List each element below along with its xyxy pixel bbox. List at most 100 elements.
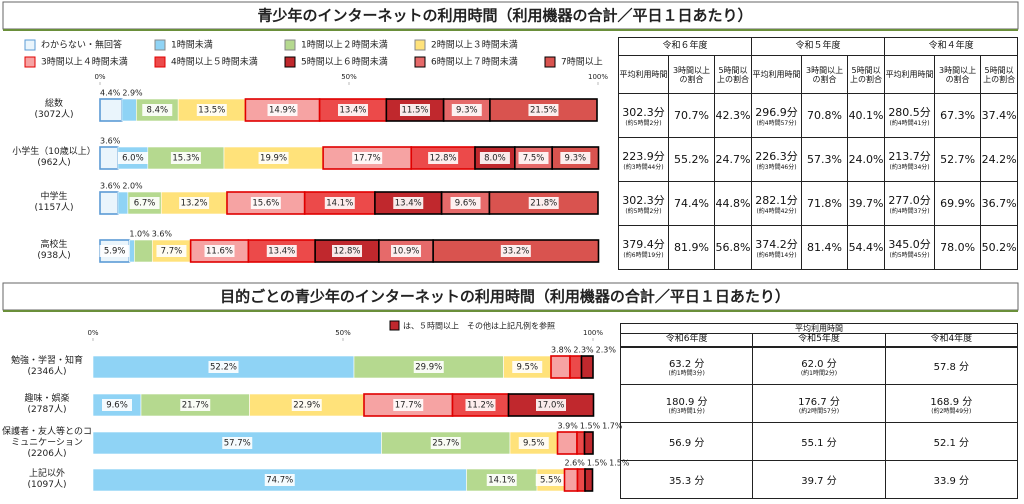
avg-cell: 374.2分 (約6時間14分) — [751, 225, 803, 270]
category-name: 小学生（10歳以上） — [12, 147, 96, 157]
approx-time: (約6時間19分) — [623, 252, 664, 259]
label-backing — [450, 197, 481, 209]
avg-cell: 296.9分 (約4時間57分) — [751, 93, 803, 138]
legend-swatch — [284, 39, 296, 51]
pct-cell: 70.8% — [801, 93, 849, 138]
bar-segment — [99, 191, 119, 215]
category-label: 趣味・娯楽 (2787人) — [2, 394, 92, 416]
data-label: 11.2% — [467, 401, 494, 411]
avg-time: 57.8 分 — [933, 362, 970, 374]
legend-label: 5時間以上６時間未満 — [301, 56, 388, 68]
approx-time: (約4時間57分) — [756, 120, 797, 127]
label-backing — [332, 245, 363, 257]
avg-cell: 55.1 分 — [752, 422, 886, 461]
label-backing — [102, 399, 132, 411]
subheader: 平均利用時間 — [884, 55, 936, 94]
label-backing — [528, 197, 559, 209]
avg-time: 345.0分 — [888, 238, 931, 251]
year-row: 令和6年度 令和5年度 令和4年度 — [619, 333, 1019, 348]
data-label: 1.0% — [129, 230, 150, 239]
data-label: 13.5% — [198, 106, 225, 116]
data-label: 9.5% — [523, 439, 545, 449]
data-label: 2.0% — [122, 182, 143, 191]
category-count: (1097人) — [27, 480, 67, 490]
average-table: 平均利用時間 令和6年度 令和5年度 令和4年度 63.2 分 (約1時間3分) 62.0 … — [619, 323, 1019, 499]
category-count: (2787人) — [27, 405, 67, 415]
data-label: 52.2% — [210, 363, 237, 373]
avg-cell: 280.5分 (約4時間41分) — [884, 93, 936, 138]
table-row: 379.4分 (約6時間19分) 81.9% 56.8% 374.2分 (約6時間14分)… — [618, 225, 1019, 270]
x-tick-label: 100% — [583, 329, 603, 337]
data-label: 13.2% — [181, 199, 208, 209]
label-backing — [500, 245, 531, 257]
subheader: 5時間以上の割合 — [713, 55, 753, 94]
approx-time: (約1時間2分) — [800, 369, 838, 377]
data-label: 4.4% — [100, 89, 121, 98]
avg-cell: 176.7 分 (約2時間57分) — [752, 384, 886, 423]
avg-time: 302.3分 — [622, 106, 665, 119]
pct-cell: 69.9% — [934, 181, 982, 226]
avg-cell: 226.3分 (約3時間46分) — [751, 137, 803, 182]
label-backing — [430, 437, 461, 449]
legend-swatch — [24, 56, 36, 68]
category-count: (2206人) — [27, 448, 67, 459]
label-backing — [486, 474, 517, 486]
year-header: 令和6年度 — [619, 333, 754, 348]
pct-cell: 56.8% — [713, 225, 753, 270]
label-backing — [512, 361, 543, 373]
data-label: 21.7% — [182, 401, 209, 411]
avg-time: 296.9分 — [755, 106, 798, 119]
avg-time: 213.7分 — [888, 150, 931, 163]
avg-time: 226.3分 — [755, 150, 798, 163]
avg-cell: 33.9 分 — [884, 460, 1019, 499]
data-label: 2.6% — [565, 459, 586, 468]
label-backing — [258, 152, 289, 164]
data-label: 17.0% — [537, 401, 564, 411]
subheader: 平均利用時間 — [618, 55, 669, 94]
avg-cell: 52.1 分 — [884, 422, 1019, 461]
year-header: 令和６年度 — [617, 37, 753, 56]
label-backing — [479, 152, 510, 164]
avg-cell: 56.9 分 — [619, 422, 754, 461]
avg-time: 33.9 分 — [933, 476, 970, 487]
category-name: 趣味・娯楽 — [24, 394, 70, 404]
label-backing — [264, 474, 295, 486]
category-label: 保護者・友人等とのコミュニケーション (2206人) — [2, 427, 92, 460]
avg-time: 176.7 分 — [798, 396, 840, 408]
legend-label: 1時間未満 — [171, 39, 213, 51]
category-name: 総数 — [44, 99, 63, 109]
pct-cell: 81.4% — [801, 225, 849, 270]
label-backing — [536, 399, 566, 411]
pct-cell: 24.7% — [713, 137, 753, 182]
data-label: 5.9% — [104, 247, 126, 257]
data-label: 9.6% — [455, 199, 477, 209]
legend-swatch — [24, 39, 36, 51]
avg-cell: 62.0 分 (約1時間2分) — [752, 346, 886, 385]
title-box — [2, 1, 1019, 30]
year-header: 令和４年度 — [884, 37, 1019, 56]
bar-segment — [583, 431, 594, 455]
legend-swatch — [414, 56, 426, 68]
avg-time: 35.3 分 — [668, 476, 705, 487]
table-header: 平均利用時間 — [620, 323, 1018, 334]
avg-time: 223.9分 — [622, 150, 665, 163]
label-backing — [393, 197, 424, 209]
category-name: 中学生 — [40, 192, 68, 202]
bar-segment — [576, 431, 586, 455]
avg-cell: 379.4分 (約6時間19分) — [618, 225, 669, 270]
data-label: 14.1% — [488, 476, 515, 486]
label-backing — [451, 104, 482, 116]
data-label: 11.5% — [401, 106, 428, 116]
data-label: 14.9% — [269, 106, 296, 116]
legend-swatch — [544, 56, 556, 68]
data-label: 7.7% — [161, 247, 183, 257]
avg-cell: 35.3 分 — [619, 460, 754, 499]
label-backing — [560, 152, 591, 164]
category-label: 高校生 (938人) — [10, 240, 98, 262]
avg-cell: 63.2 分 (約1時間3分) — [619, 346, 754, 385]
avg-time: 39.7 分 — [801, 476, 837, 487]
bar-segment — [134, 239, 153, 263]
x-tick-label: 100% — [588, 73, 608, 81]
